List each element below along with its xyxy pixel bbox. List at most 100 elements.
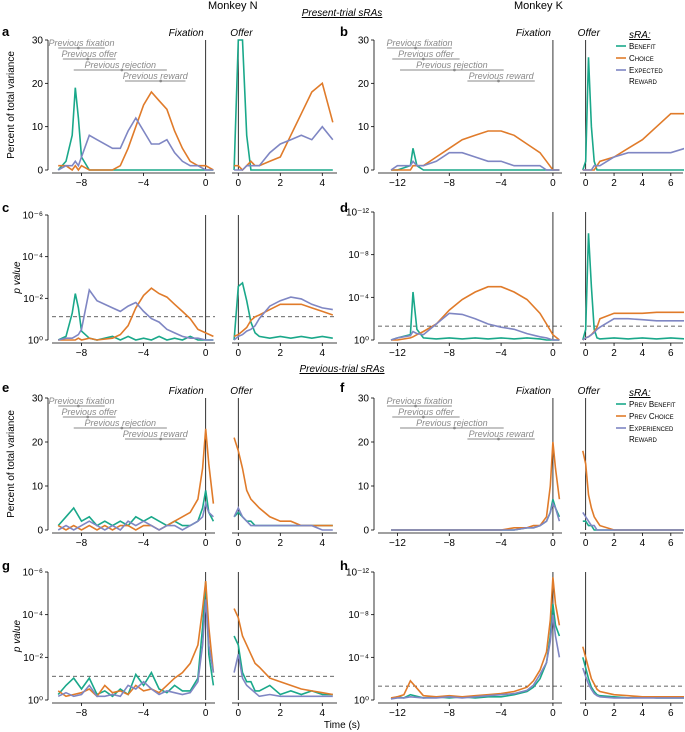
timeline-label: Previous offer (61, 49, 118, 59)
series-line-offer (582, 147, 684, 171)
y-tick-label: 20 (358, 79, 370, 90)
legend-label: Benefit (629, 42, 656, 51)
x-tick-label: 0 (203, 178, 209, 189)
panel-letter: c (2, 200, 9, 215)
x-tick-label: −8 (76, 348, 88, 359)
timeline-dot (453, 426, 456, 430)
panel-letter: b (340, 24, 348, 39)
series-line-fixation (390, 577, 561, 699)
y-tick-label: 10 (358, 482, 370, 493)
legend-label: Prev Benefit (629, 400, 676, 409)
x-tick-label: 2 (611, 178, 617, 189)
series-line-fixation (391, 148, 560, 171)
x-tick-label: 0 (203, 538, 209, 549)
series-line-offer (233, 654, 333, 698)
series-line-offer (582, 450, 684, 531)
legend-label: Choice (629, 54, 654, 63)
x-tick-label: −4 (138, 708, 150, 719)
y-tick-label: 20 (32, 438, 44, 449)
legend-label: Reward (629, 435, 658, 444)
x-tick-label: −4 (495, 538, 507, 549)
series-line-offer (582, 57, 684, 171)
y-tick-label: 30 (358, 36, 370, 47)
series-line-fixation (57, 599, 215, 698)
y-tick-label: 10⁻² (23, 294, 43, 305)
x-tick-label: 0 (583, 348, 589, 359)
x-tick-label: 2 (278, 178, 284, 189)
timeline-dot (497, 437, 500, 441)
timeline-dot (497, 79, 500, 83)
y-tick-label: 10⁻⁸ (348, 250, 369, 261)
x-tick-label: 0 (550, 708, 556, 719)
y-tick-label: 30 (358, 394, 370, 405)
x-tick-label: −8 (76, 708, 88, 719)
y-tick-label: 10⁰ (354, 696, 369, 707)
timeline-label: Previous reward (123, 429, 189, 439)
series-line-fixation (391, 130, 560, 171)
series-line-offer (233, 281, 333, 341)
panel-d: d 10⁰ 10⁻⁴ 10⁻⁸ 10⁻¹² −12 −8 −4 0 0 2 4 6 (340, 200, 684, 359)
y-axis-label: Percent of total variance (6, 51, 17, 159)
y-tick-label: 0 (37, 526, 43, 537)
y-tick-label: 10 (32, 482, 44, 493)
x-tick-label: −4 (138, 538, 150, 549)
x-tick-label: 0 (236, 348, 242, 359)
timeline-dot (76, 46, 80, 50)
y-tick-label: 10⁻⁶ (22, 568, 43, 579)
panel-f: f 0 10 20 30 −12 −8 −4 0 0 2 4 6 Fixation Offer Previou… (340, 380, 684, 549)
legend-title: sRA: (629, 30, 651, 41)
x-tick-label: −12 (389, 178, 406, 189)
y-tick-label: 10⁻⁴ (348, 293, 369, 304)
x-tick-label: −4 (495, 348, 507, 359)
x-tick-label: −12 (389, 538, 406, 549)
y-axis-label: Percent of total variance (6, 410, 17, 518)
series-line-fixation (57, 490, 215, 527)
timeline-label: Previous rejection (416, 418, 488, 428)
timeline-dot (159, 79, 163, 83)
offer-label: Offer (230, 386, 253, 397)
timeline-dot (159, 437, 163, 441)
series-line-fixation (390, 151, 560, 171)
y-tick-label: 10⁻⁶ (22, 211, 43, 222)
panel-h: h 10⁰ 10⁻⁴ 10⁻⁸ 10⁻¹² −12 −8 −4 0 0 2 4 6 (340, 558, 684, 719)
panel-c: c 10⁰ 10⁻² 10⁻⁴ 10⁻⁶ p value −8 −4 0 0 2 4 (2, 200, 337, 359)
series-line-fixation (390, 312, 560, 341)
x-tick-label: 0 (203, 348, 209, 359)
x-tick-label: 0 (550, 348, 556, 359)
timeline-label: Previous reward (469, 71, 535, 81)
y-tick-label: 10⁰ (354, 336, 369, 347)
y-axis-label: p value (12, 619, 23, 653)
x-tick-label: 4 (640, 708, 646, 719)
timeline-dot (120, 68, 124, 72)
present-section-title: Present-trial sRAs (302, 8, 383, 19)
x-tick-label: −8 (76, 178, 88, 189)
series-line-fixation (57, 293, 214, 341)
legend-label: Prev Choice (629, 412, 674, 421)
x-tick-label: 0 (583, 538, 589, 549)
panel-g: g 10⁰ 10⁻² 10⁻⁴ 10⁻⁶ p value −8 −4 0 0 2 4 (2, 558, 337, 719)
timeline-label: Previous fixation (386, 396, 452, 406)
monkey-n-title: Monkey N (208, 0, 258, 12)
x-tick-label: −4 (495, 708, 507, 719)
series-line-offer (234, 125, 334, 171)
offer-label: Offer (230, 28, 253, 39)
x-tick-label: 4 (640, 538, 646, 549)
legend-title: sRA: (629, 388, 651, 399)
offer-label: Offer (578, 28, 601, 39)
panel-letter: d (340, 200, 348, 215)
fixation-label: Fixation (516, 28, 551, 39)
timeline-dot (120, 426, 124, 430)
legend: sRA:Benefit Choice Expected Reward (616, 30, 663, 86)
fixation-label: Fixation (516, 386, 551, 397)
x-tick-label: −8 (444, 348, 456, 359)
series-line-fixation (391, 441, 561, 531)
series-line-offer (582, 667, 684, 699)
y-tick-label: 10⁻⁴ (22, 252, 43, 263)
timeline-label: Previous rejection (85, 60, 157, 70)
x-tick-label: 2 (278, 348, 284, 359)
series-line-offer (582, 657, 684, 699)
x-tick-label: −4 (138, 348, 150, 359)
